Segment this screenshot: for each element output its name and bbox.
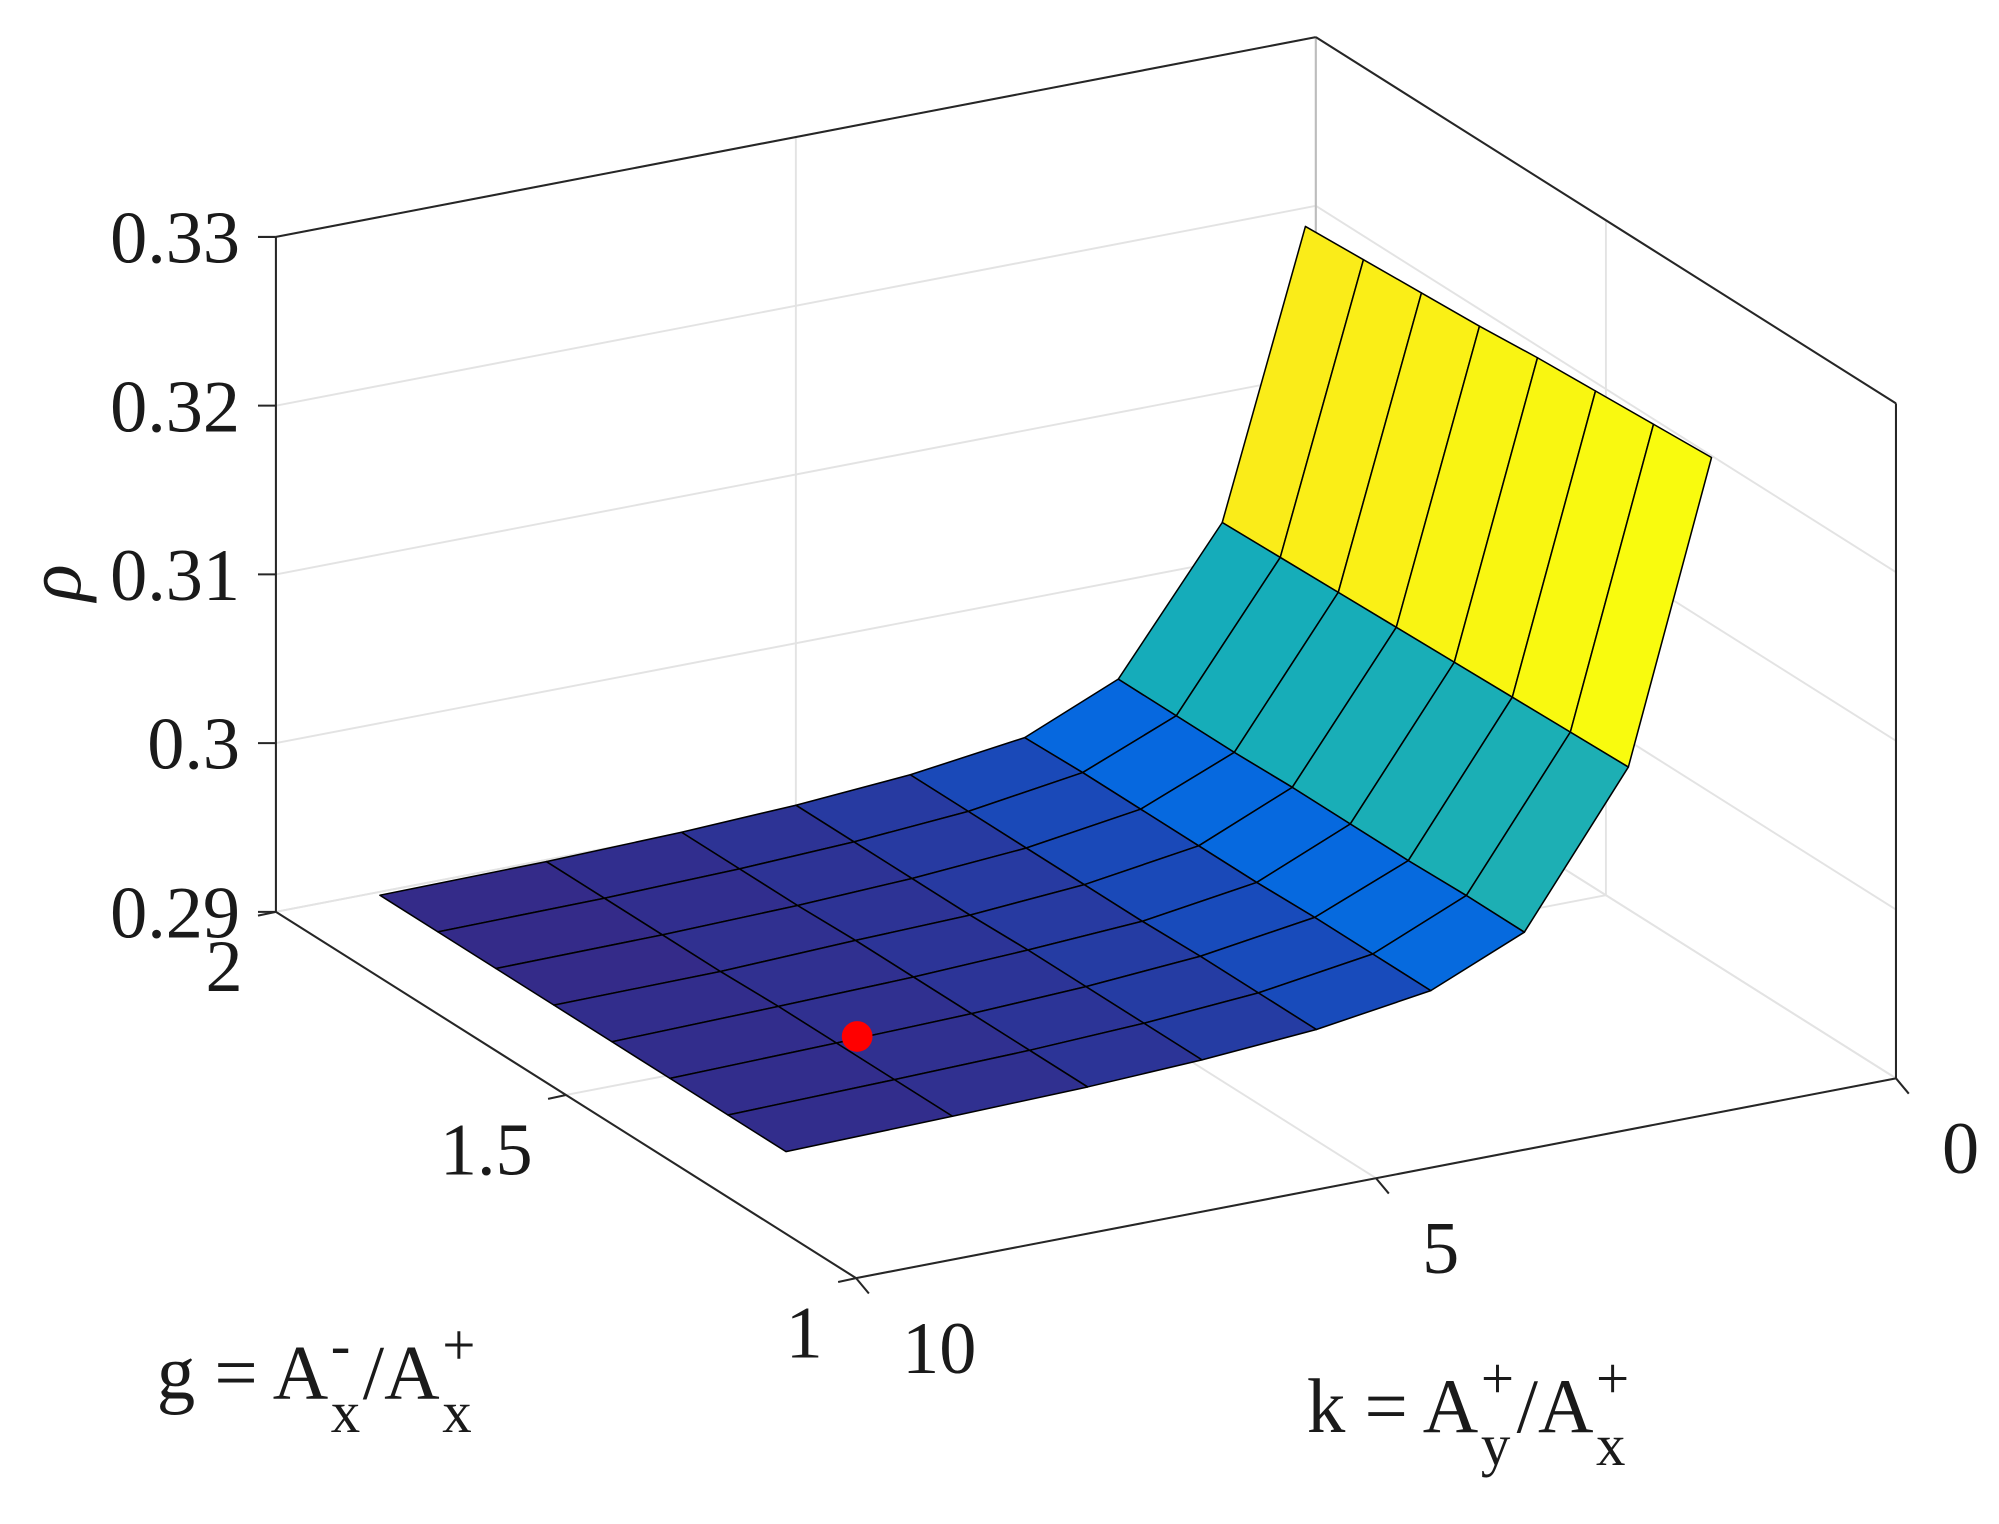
x-axis-label-sub: y [1481, 1413, 1511, 1478]
z-tick-label: 0.3 [147, 704, 240, 786]
y-axis-label: /A [363, 1330, 440, 1415]
x-tick [855, 1277, 870, 1295]
x-tick-label: 5 [1422, 1208, 1459, 1290]
x-tick-label: 0 [1942, 1108, 1979, 1190]
x-tick [1895, 1077, 1910, 1095]
z-tick-label: 0.33 [110, 198, 240, 280]
x-axis-label-sup: + [1481, 1346, 1514, 1411]
y-tick [547, 1093, 567, 1100]
surface-patch [727, 1078, 954, 1153]
y-tick-label: 2 [205, 926, 242, 1008]
x-axis-label: k = A [1307, 1364, 1478, 1449]
y-axis-label: g = A [157, 1330, 328, 1415]
x-axis-label: /A [1517, 1364, 1594, 1449]
z-tick-label: 0.32 [110, 366, 240, 448]
box-edge [275, 910, 857, 1279]
marker-point [841, 1021, 873, 1052]
y-tick-label: 1 [786, 1293, 823, 1375]
y-tick [837, 1277, 857, 1283]
y-axis-label-sup: - [331, 1313, 351, 1378]
z-axis-label: ρ [12, 564, 97, 603]
y-axis-label-sup: + [442, 1313, 475, 1378]
x-tick [1375, 1177, 1390, 1195]
y-axis-label-sub: x [331, 1380, 360, 1445]
x-tick-label: 10 [902, 1308, 976, 1390]
x-axis-label-sup: + [1596, 1346, 1629, 1411]
x-axis-label-sub: x [1596, 1413, 1625, 1478]
z-tick-label: 0.31 [110, 535, 240, 617]
box-edge [1315, 36, 1897, 405]
y-tick [257, 910, 277, 917]
box-edge [275, 36, 1317, 238]
y-axis-label-sub: x [442, 1380, 471, 1445]
z-tick-label: 0.29 [110, 872, 240, 954]
y-tick-label: 1.5 [440, 1109, 533, 1191]
